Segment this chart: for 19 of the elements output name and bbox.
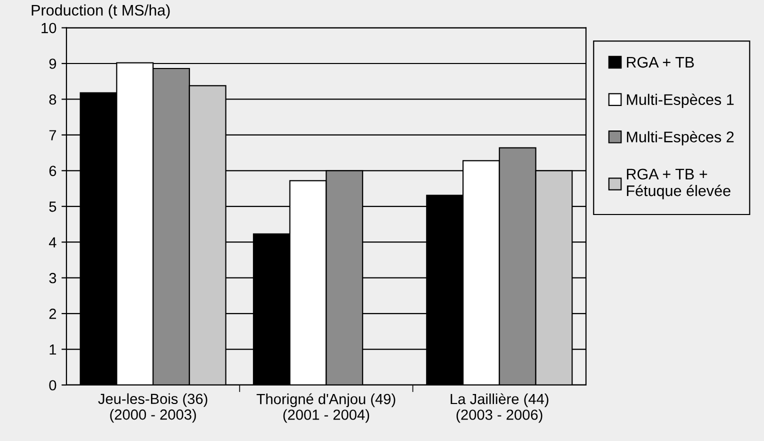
legend-label: Multi-Espèces 1 bbox=[626, 94, 734, 108]
legend-label: Multi-Espèces 2 bbox=[626, 130, 734, 146]
legend-label: RGA + TB + Fétuque élevée bbox=[626, 168, 730, 200]
y-tick-label: 0 bbox=[49, 380, 56, 390]
y-tick-label: 4 bbox=[48, 237, 56, 248]
y-tick-label: 9 bbox=[49, 58, 56, 69]
y-tick-label: 3 bbox=[49, 272, 56, 284]
x-tick-label: La Jaillière (44) (2003 - 2006) bbox=[450, 393, 548, 423]
x-tick-label: Thorigné d'Anjou (49) (2001 - 2004) bbox=[256, 393, 396, 423]
y-tick-label: 1 bbox=[50, 344, 56, 355]
y-tick-label: 10 bbox=[42, 22, 56, 34]
x-tick-label: Jeu-les-Bois (36) (2000 - 2003) bbox=[98, 393, 208, 423]
legend-label: RGA + TB bbox=[626, 56, 694, 68]
y-tick-label: 8 bbox=[49, 94, 56, 105]
y-tick-label: 6 bbox=[49, 166, 56, 176]
y-tick-label: 2 bbox=[49, 308, 56, 319]
y-tick-label: 5 bbox=[49, 202, 56, 212]
y-tick-label: 7 bbox=[49, 130, 56, 140]
y-axis-title: Production (t MS/ha) bbox=[32, 4, 170, 19]
